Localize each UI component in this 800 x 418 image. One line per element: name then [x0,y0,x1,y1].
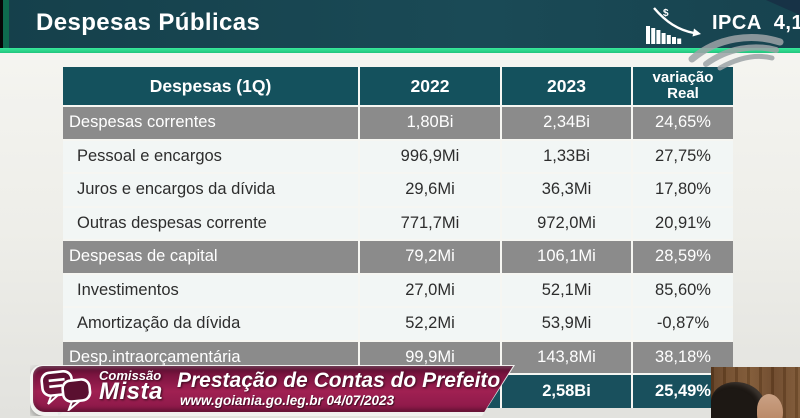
corner-triangle-decor [766,0,800,15]
table-row: Outras despesas corrente 771,7Mi 972,0Mi… [63,207,733,241]
table-row: Pessoal e encargos 996,9Mi 1,33Bi 27,75% [63,140,733,174]
ipca-label: IPCA [712,12,762,34]
ipca-value: 4,18% [773,12,800,34]
org-line2: Mista [99,378,163,405]
cell-2023: 1,33Bi [502,140,633,174]
row-label: Juros e encargos da dívida [63,174,360,208]
banner-background [33,366,513,412]
cell-2023: 2,34Bi [502,107,633,141]
table-row: Despesas de capital 79,2Mi 106,1Mi 28,59… [63,241,733,275]
row-label: Investimentos [63,274,360,308]
cell-2022: 996,9Mi [360,140,502,174]
ipca-label-value: IPCA 4,18% [712,12,800,35]
top-banner: Despesas Públicas $ IPCA 4,18% [0,0,800,48]
cell-variacao: 20,91% [633,207,733,241]
table-row: Amortização da dívida 52,2Mi 53,9Mi -0,8… [63,308,733,342]
expenses-table: Despesas (1Q) 2022 2023 variação Real De… [63,67,733,408]
cell-variacao: 28,59% [633,241,733,275]
cell-2023: 2,58Bi [502,375,633,408]
cell-variacao: 24,65% [633,107,733,141]
cell-2022: 79,2Mi [360,241,502,275]
banner-title: Prestação de Contas do Prefeito [177,369,501,392]
table-row: Despesas correntes 1,80Bi 2,34Bi 24,65% [63,107,733,141]
cell-variacao: -0,87% [633,308,733,342]
cell-variacao: 85,60% [633,274,733,308]
svg-text:$: $ [663,8,669,19]
cell-2023: 52,1Mi [502,274,633,308]
row-label: Pessoal e encargos [63,140,360,174]
column-header-2023: 2023 [502,67,633,107]
table-header-row: Despesas (1Q) 2022 2023 variação Real [63,67,733,107]
speaker-video-inset [711,367,800,418]
cell-2022: 27,0Mi [360,274,502,308]
cell-2022: 52,2Mi [360,308,502,342]
column-header-2022: 2022 [360,67,502,107]
column-header-variacao: variação Real [633,67,733,107]
declining-chart-dollar-icon: $ [644,6,702,51]
cell-2023: 36,3Mi [502,174,633,208]
cell-2023: 106,1Mi [502,241,633,275]
speaker-face [757,394,783,418]
swoosh-logo-icon [688,27,784,76]
row-label: Amortização da dívida [63,308,360,342]
cell-2022: 29,6Mi [360,174,502,208]
cell-variacao: 27,75% [633,140,733,174]
table-row: Juros e encargos da dívida 29,6Mi 36,3Mi… [63,174,733,208]
page-title: Despesas Públicas [36,9,261,36]
speech-bubbles-icon [39,366,96,418]
cell-2023: 143,8Mi [502,341,633,375]
cell-2022: 1,80Bi [360,107,502,141]
org-line1: Comissão [99,368,162,383]
cell-2023: 53,9Mi [502,308,633,342]
left-edge-black [0,0,3,48]
table-row: Investimentos 27,0Mi 52,1Mi 85,60% [63,274,733,308]
cell-variacao: 38,18% [633,341,733,375]
cell-variacao: 17,80% [633,174,733,208]
org-name: Comissão Mista [99,369,163,404]
lower-third-banner: Comissão Mista Prestação de Contas do Pr… [30,365,515,416]
accent-green-line [0,48,800,53]
row-label: Despesas correntes [63,107,360,141]
speaker-hair [711,382,765,418]
left-edge-green [3,0,9,48]
banner-subtitle: www.goiania.go.leg.br 04/07/2023 [180,393,395,408]
row-label: Despesas de capital [63,241,360,275]
row-label: Outras despesas corrente [63,207,360,241]
comissao-mista-logo: Comissão Mista [40,369,181,414]
column-header-despesas: Despesas (1Q) [63,67,360,107]
cell-2023: 972,0Mi [502,207,633,241]
cell-2022: 771,7Mi [360,207,502,241]
